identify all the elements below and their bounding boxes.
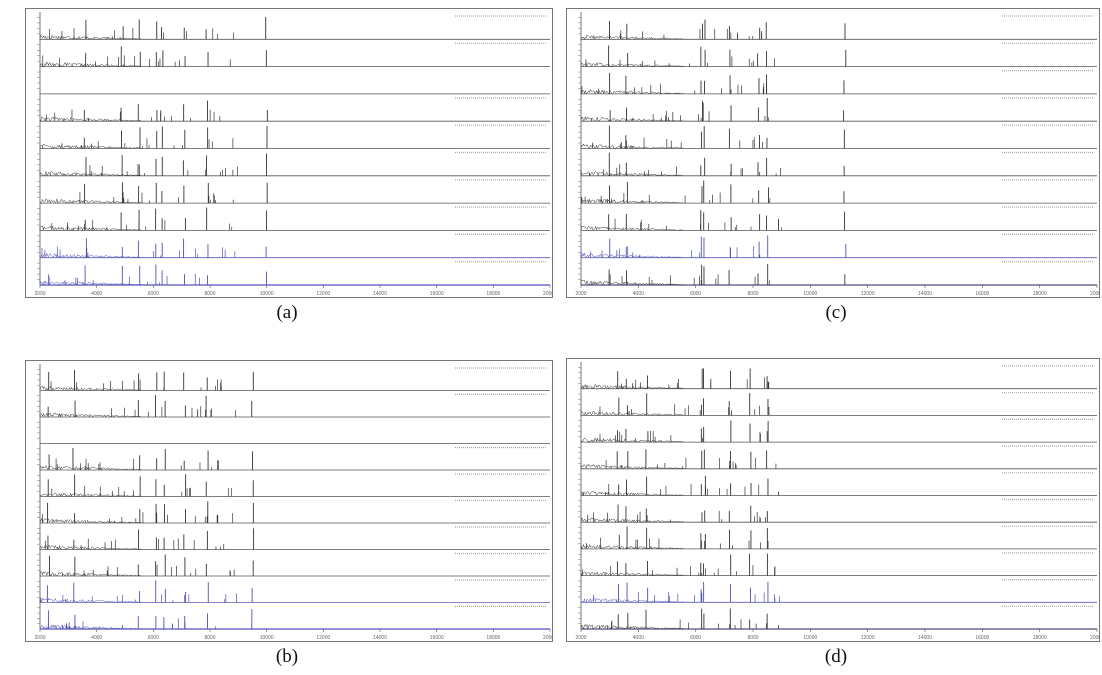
x-tick-label: 20000 <box>543 635 552 641</box>
x-tick-label: 16000 <box>975 635 989 641</box>
x-tick-label: 10000 <box>260 635 274 641</box>
x-tick-label: 2000 <box>34 291 45 297</box>
spectrum-noise <box>39 116 142 123</box>
x-tick-label: 12000 <box>316 635 330 641</box>
x-tick-label: 12000 <box>316 291 330 297</box>
spectrum-noise <box>580 170 684 177</box>
x-tick-label: 14000 <box>373 291 387 297</box>
spectrum-noise <box>39 197 142 204</box>
x-tick-label: 6000 <box>690 291 701 297</box>
spectrum-noise <box>39 412 142 418</box>
x-tick-label: 16000 <box>430 291 444 297</box>
spectrum-noise <box>580 34 684 41</box>
spectrum-noise <box>580 225 684 231</box>
spectra-panel-c: 2000 4000 6000 8000 10000 12000 14000 16000 1800… <box>566 8 1100 298</box>
x-tick-label: 8000 <box>747 291 758 297</box>
x-tick-label: 8000 <box>204 635 215 641</box>
panel-a-svg: 2000 4000 6000 8000 10000 12000 14000 16000 1800… <box>34 12 552 297</box>
x-tick-label: 16000 <box>430 635 444 641</box>
caption-b: (b) <box>275 646 299 667</box>
x-tick-label: 18000 <box>1033 291 1047 297</box>
x-tick-label: 12000 <box>861 291 875 297</box>
x-tick-label: 14000 <box>918 291 932 297</box>
spectrum-noise <box>39 624 142 630</box>
x-tick-label: 20000 <box>1090 635 1099 641</box>
spectrum-noise <box>580 143 684 150</box>
spectrum-noise <box>39 492 142 498</box>
spectrum-noise <box>580 62 684 67</box>
x-tick-label: 4000 <box>633 291 644 297</box>
x-tick-label: 20000 <box>543 291 552 297</box>
spectrum-noise <box>580 198 684 204</box>
spectrum-noise <box>39 385 142 392</box>
spectrum-noise <box>580 279 684 286</box>
spectra-panel-b: 2000 4000 6000 8000 10000 12000 14000 16000 1800… <box>25 360 553 642</box>
caption-c: (c) <box>825 302 847 323</box>
panel-d-svg: 2000 4000 6000 8000 10000 12000 14000 16000 1800… <box>575 362 1099 641</box>
caption-a: (a) <box>276 302 298 323</box>
spectrum-noise <box>39 571 142 577</box>
x-tick-label: 10000 <box>803 291 817 297</box>
x-tick-label: 12000 <box>861 635 875 641</box>
spectrum-noise <box>580 252 684 259</box>
spectrum-noise <box>39 34 142 41</box>
spectrum-noise <box>580 491 684 497</box>
spectrum-noise <box>580 464 684 470</box>
x-tick-label: 4000 <box>91 635 102 641</box>
x-tick-label: 6000 <box>148 291 159 297</box>
panel-c-svg: 2000 4000 6000 8000 10000 12000 14000 16000 1800… <box>575 12 1099 297</box>
spectrum-noise <box>39 225 142 231</box>
spectra-panel-d: 2000 4000 6000 8000 10000 12000 14000 16000 1800… <box>566 358 1100 642</box>
x-tick-label: 18000 <box>1033 635 1047 641</box>
spectrum-noise <box>580 410 684 416</box>
x-tick-label: 6000 <box>148 635 159 641</box>
x-tick-label: 8000 <box>204 291 215 297</box>
spectrum-noise <box>580 516 684 523</box>
x-tick-label: 2000 <box>34 635 45 641</box>
x-tick-label: 4000 <box>91 291 102 297</box>
spectrum-noise <box>580 570 684 577</box>
x-tick-label: 18000 <box>486 635 500 641</box>
spectrum-noise <box>580 543 684 550</box>
x-tick-label: 10000 <box>803 635 817 641</box>
x-tick-label: 8000 <box>747 635 758 641</box>
caption-d: (d) <box>824 646 848 667</box>
spectrum-noise <box>39 143 142 150</box>
x-tick-label: 4000 <box>633 635 644 641</box>
spectrum-noise <box>580 623 684 630</box>
x-tick-label: 18000 <box>486 291 500 297</box>
spectrum-noise <box>39 252 142 259</box>
spectrum-noise <box>39 464 142 471</box>
x-tick-label: 6000 <box>690 635 701 641</box>
x-tick-label: 14000 <box>918 635 932 641</box>
panel-b-svg: 2000 4000 6000 8000 10000 12000 14000 16000 1800… <box>34 364 552 641</box>
spectrum-noise <box>39 517 142 524</box>
spectrum-noise <box>39 597 142 603</box>
x-tick-label: 2000 <box>575 635 586 641</box>
x-tick-label: 20000 <box>1090 291 1099 297</box>
spectrum-noise <box>580 88 684 95</box>
spectrum-noise <box>39 544 142 551</box>
x-tick-label: 2000 <box>575 291 586 297</box>
spectrum-noise <box>39 171 142 177</box>
spectrum-noise <box>580 115 684 122</box>
spectrum-noise <box>580 437 684 443</box>
spectrum-noise <box>39 61 142 68</box>
x-tick-label: 16000 <box>975 291 989 297</box>
spectrum-noise <box>39 280 142 286</box>
spectra-panel-a: 2000 4000 6000 8000 10000 12000 14000 16000 1800… <box>25 8 553 298</box>
spectrum-noise <box>580 597 684 603</box>
x-tick-label: 10000 <box>260 291 274 297</box>
x-tick-label: 14000 <box>373 635 387 641</box>
spectrum-noise <box>580 383 684 390</box>
